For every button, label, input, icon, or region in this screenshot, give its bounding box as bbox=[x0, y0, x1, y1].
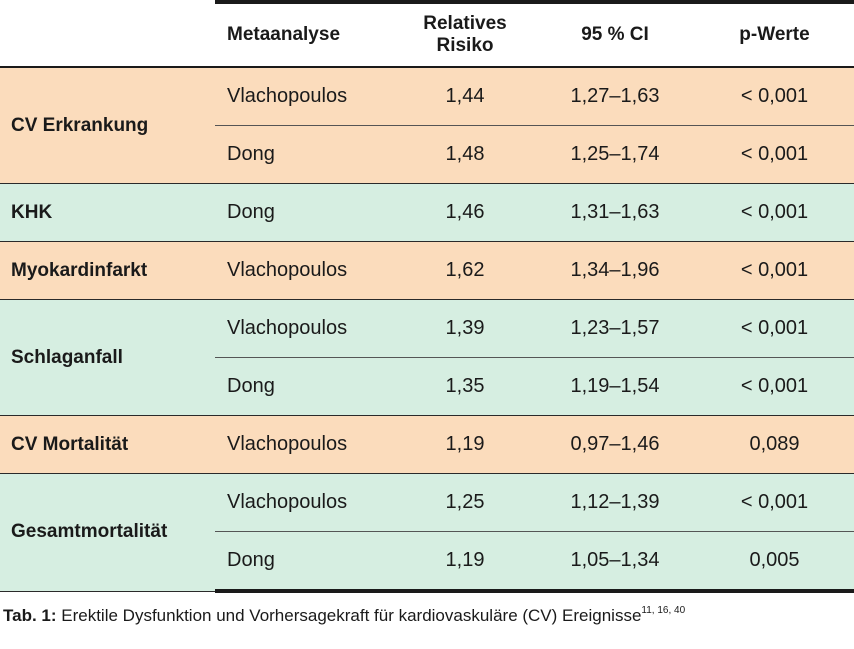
relative-risk-cell: 1,62 bbox=[395, 241, 535, 300]
metaanalyse-cell: Vlachopoulos bbox=[215, 241, 395, 300]
relative-risk-cell: 1,25 bbox=[395, 473, 535, 532]
metaanalyse-cell: Dong bbox=[215, 357, 395, 416]
table-row: CV Mortalität Vlachopoulos 1,19 0,97–1,46 0,… bbox=[0, 415, 854, 474]
metaanalyse-cell: Dong bbox=[215, 531, 395, 593]
metaanalyse-cell: Vlachopoulos bbox=[215, 299, 395, 358]
p-value-cell: < 0,001 bbox=[695, 473, 854, 532]
relative-risk-cell: 1,44 bbox=[395, 67, 535, 126]
ci-cell: 1,05–1,34 bbox=[535, 531, 695, 593]
metaanalyse-cell: Dong bbox=[215, 125, 395, 184]
ci-cell: 1,27–1,63 bbox=[535, 67, 695, 126]
header-p-werte: p-Werte bbox=[695, 0, 854, 68]
relative-risk-cell: 1,46 bbox=[395, 183, 535, 242]
header-ci: 95 % CI bbox=[535, 0, 695, 68]
caption-text: Erektile Dysfunktion und Vorhersagekraft… bbox=[56, 606, 642, 625]
category-cell: CV Erkrankung bbox=[0, 67, 215, 184]
table-row: Gesamtmortalität Vlachopoulos 1,25 1,12–1,3… bbox=[0, 473, 854, 592]
ci-cell: 1,25–1,74 bbox=[535, 125, 695, 184]
metaanalyse-cell: Vlachopoulos bbox=[215, 473, 395, 532]
p-value-cell: 0,005 bbox=[695, 531, 854, 593]
category-cell: Schlaganfall bbox=[0, 299, 215, 416]
header-blank-cell bbox=[0, 2, 215, 68]
data-table-container: Metaanalyse Relatives Risiko 95 % CI p-W… bbox=[0, 0, 854, 593]
header-rr-line2: Risiko bbox=[436, 35, 494, 56]
relative-risk-cell: 1,48 bbox=[395, 125, 535, 184]
ci-cell: 0,97–1,46 bbox=[535, 415, 695, 474]
metaanalyse-cell: Dong bbox=[215, 183, 395, 242]
category-cell: Gesamtmortalität bbox=[0, 473, 215, 592]
relative-risk-cell: 1,19 bbox=[395, 531, 535, 593]
table-row: CV Erkrankung Vlachopoulos 1,44 1,27–1,63 < … bbox=[0, 67, 854, 184]
p-value-cell: < 0,001 bbox=[695, 125, 854, 184]
caption-label: Tab. 1: bbox=[3, 606, 57, 625]
ci-cell: 1,31–1,63 bbox=[535, 183, 695, 242]
caption-references: 11, 16, 40 bbox=[641, 605, 686, 616]
p-value-cell: < 0,001 bbox=[695, 67, 854, 126]
table-body: CV Erkrankung Vlachopoulos 1,44 1,27–1,63 < … bbox=[0, 67, 854, 593]
p-value-cell: < 0,001 bbox=[695, 299, 854, 358]
category-cell: KHK bbox=[0, 183, 215, 242]
p-value-cell: 0,089 bbox=[695, 415, 854, 474]
table-header-row: Metaanalyse Relatives Risiko 95 % CI p-W… bbox=[0, 0, 854, 68]
metaanalyse-cell: Vlachopoulos bbox=[215, 415, 395, 474]
table-row: Schlaganfall Vlachopoulos 1,39 1,23–1,57 < 0… bbox=[0, 299, 854, 416]
ci-cell: 1,34–1,96 bbox=[535, 241, 695, 300]
relative-risk-cell: 1,35 bbox=[395, 357, 535, 416]
relative-risk-cell: 1,39 bbox=[395, 299, 535, 358]
table-row: Dong 1,48 1,25–1,74 < 0,001 bbox=[0, 125, 854, 184]
p-value-cell: < 0,001 bbox=[695, 357, 854, 416]
table-row: KHK Dong 1,46 1,31–1,63 < 0,001 bbox=[0, 183, 854, 242]
category-cell: Myokardinfarkt bbox=[0, 241, 215, 300]
ci-cell: 1,23–1,57 bbox=[535, 299, 695, 358]
ci-cell: 1,19–1,54 bbox=[535, 357, 695, 416]
risk-table: Metaanalyse Relatives Risiko 95 % CI p-W… bbox=[0, 0, 854, 593]
table-row: Myokardinfarkt Vlachopoulos 1,62 1,34–1,96 <… bbox=[0, 241, 854, 300]
relative-risk-cell: 1,19 bbox=[395, 415, 535, 474]
header-rr-line1: Relatives bbox=[423, 13, 507, 34]
header-relatives-risiko: Relatives Risiko bbox=[395, 0, 535, 68]
category-cell: CV Mortalität bbox=[0, 415, 215, 474]
header-metaanalyse: Metaanalyse bbox=[215, 0, 395, 68]
p-value-cell: < 0,001 bbox=[695, 241, 854, 300]
ci-cell: 1,12–1,39 bbox=[535, 473, 695, 532]
table-caption: Tab. 1: Erektile Dysfunktion und Vorhers… bbox=[3, 605, 685, 626]
p-value-cell: < 0,001 bbox=[695, 183, 854, 242]
metaanalyse-cell: Vlachopoulos bbox=[215, 67, 395, 126]
